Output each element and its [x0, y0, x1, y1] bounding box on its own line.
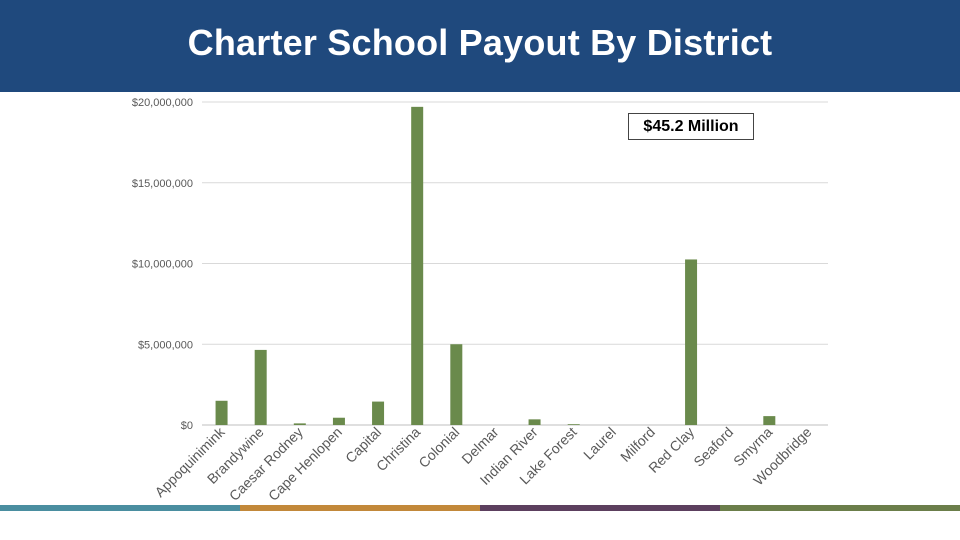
bar — [411, 106, 424, 425]
bar — [332, 417, 345, 425]
y-tick-label: $5,000,000 — [138, 339, 193, 351]
bar — [254, 349, 267, 425]
footer-stripe-plum — [480, 505, 720, 511]
total-callout: $45.2 Million — [628, 113, 754, 140]
footer-stripe-green — [720, 505, 960, 511]
slide-title: Charter School Payout By District — [187, 22, 773, 63]
footer-stripe-teal — [0, 505, 240, 511]
y-tick-label: $0 — [181, 420, 193, 432]
bar — [372, 401, 385, 425]
x-tick-label: Seaford — [690, 424, 736, 470]
y-tick-label: $10,000,000 — [132, 259, 193, 271]
title-banner: Charter School Payout By District — [0, 0, 960, 92]
footer-stripe-gold — [240, 505, 480, 511]
bar — [567, 424, 580, 425]
x-tick-label: Christina — [373, 424, 424, 475]
x-tick-label: Laurel — [580, 424, 619, 463]
bar — [528, 419, 541, 425]
bar — [215, 400, 228, 425]
bar — [293, 423, 306, 425]
x-tick-label: Colonial — [415, 424, 462, 471]
bar — [685, 259, 698, 425]
bar — [450, 344, 463, 425]
bar — [763, 416, 776, 425]
y-tick-label: $20,000,000 — [132, 97, 193, 109]
y-tick-label: $15,000,000 — [132, 178, 193, 190]
